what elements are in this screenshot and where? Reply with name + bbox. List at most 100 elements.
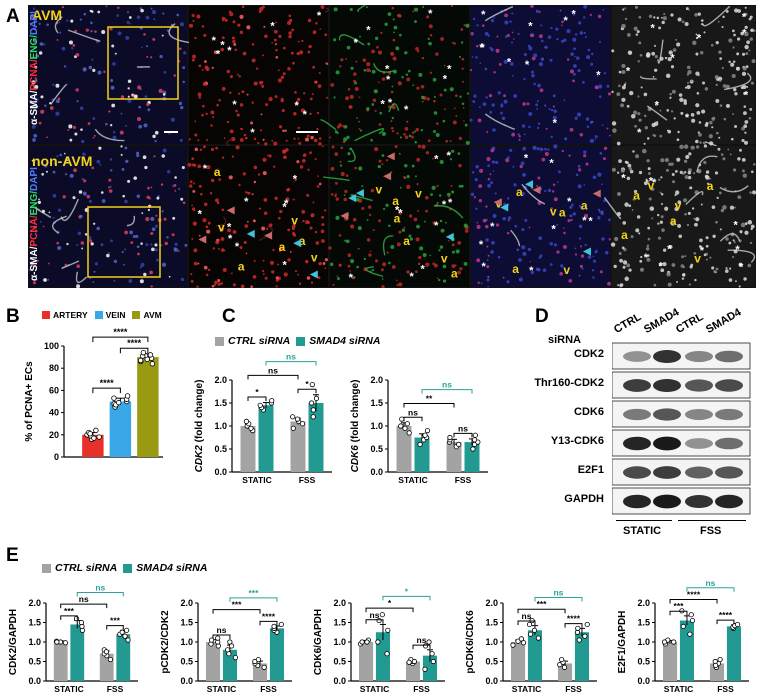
cell-nucleus (627, 50, 633, 55)
cell-nucleus (519, 164, 523, 169)
cell-nucleus (285, 197, 290, 201)
cell-nucleus (563, 245, 567, 249)
cell-nucleus (251, 43, 255, 46)
cell-nucleus (390, 245, 395, 249)
cell-nucleus (107, 186, 110, 189)
cell-nucleus (742, 173, 747, 178)
cell-nucleus (473, 196, 477, 199)
star-marker: * (447, 150, 452, 162)
cell-nucleus (282, 46, 286, 50)
cell-nucleus (340, 58, 344, 62)
bar-smad4-fss (116, 634, 131, 681)
artery-marker: a (238, 260, 245, 274)
data-point (447, 434, 453, 441)
sig-bracket (60, 615, 78, 620)
cell-nucleus (505, 158, 510, 163)
cell-nucleus (640, 255, 643, 259)
bar-smad4-fss (464, 442, 480, 472)
vessel-strand (168, 23, 190, 44)
non-avm-label: non-AVM (32, 153, 93, 169)
data-point (124, 627, 130, 633)
cell-nucleus (328, 246, 332, 250)
data-point (269, 398, 275, 404)
cell-nucleus (671, 89, 676, 94)
cell-nucleus (562, 227, 565, 230)
cell-nucleus (38, 22, 41, 25)
cell-nucleus (200, 192, 203, 196)
cell-nucleus (439, 219, 443, 223)
cell-nucleus (398, 152, 401, 155)
cell-nucleus (133, 176, 137, 180)
cell-nucleus (334, 152, 339, 156)
cell-nucleus (695, 71, 700, 76)
cell-nucleus (194, 147, 199, 152)
star-marker: * (588, 215, 593, 227)
cell-nucleus (722, 205, 727, 210)
cell-nucleus (660, 193, 664, 196)
cell-nucleus (127, 79, 132, 83)
sig-bracket (403, 416, 423, 422)
cell-nucleus (282, 129, 285, 133)
cell-nucleus (690, 113, 695, 117)
cell-nucleus (471, 33, 474, 36)
cell-nucleus (752, 163, 756, 166)
cell-nucleus (277, 69, 280, 72)
cell-nucleus (140, 8, 144, 13)
cell-nucleus (299, 165, 304, 169)
cell-nucleus (577, 164, 581, 168)
bar-smad4-fss (308, 403, 324, 472)
sig-bracket (453, 432, 473, 438)
cell-nucleus (721, 25, 724, 29)
cell-nucleus (675, 190, 680, 195)
cell-nucleus (406, 120, 409, 123)
cell-nucleus (486, 278, 490, 282)
cell-nucleus (371, 69, 376, 74)
artery-marker: a (403, 234, 410, 248)
cell-nucleus (421, 56, 425, 60)
data-point (520, 640, 527, 646)
cell-nucleus (196, 285, 199, 288)
cell-nucleus (268, 154, 272, 158)
cell-nucleus (93, 270, 96, 273)
cell-nucleus (217, 282, 221, 286)
cell-nucleus (653, 16, 656, 19)
cell-nucleus (83, 12, 87, 16)
cell-nucleus (278, 216, 281, 220)
cell-nucleus (715, 99, 720, 103)
cell-nucleus (180, 277, 185, 282)
cell-nucleus (550, 26, 553, 30)
cell-nucleus (363, 68, 367, 72)
x-group-label: STATIC (360, 684, 389, 694)
cell-nucleus (578, 237, 582, 240)
cell-nucleus (618, 84, 621, 88)
cell-nucleus (476, 224, 481, 229)
cell-nucleus (552, 115, 557, 120)
blot-bands (612, 342, 751, 515)
cell-nucleus (357, 226, 362, 231)
cell-nucleus (293, 137, 296, 140)
bar-avm (137, 357, 159, 457)
sig-label: ns (522, 611, 532, 621)
cell-nucleus (145, 15, 150, 20)
cell-nucleus (163, 217, 167, 221)
cell-nucleus (556, 223, 559, 226)
cell-nucleus (33, 39, 37, 43)
cell-nucleus (190, 279, 194, 283)
cell-nucleus (291, 227, 295, 231)
cell-nucleus (705, 175, 710, 180)
data-point (364, 639, 370, 645)
data-point (735, 621, 741, 628)
cell-nucleus (366, 219, 369, 221)
cell-nucleus (68, 40, 74, 45)
cell-nucleus (619, 283, 624, 287)
cell-nucleus (621, 246, 625, 250)
vein-marker: v (694, 252, 701, 266)
data-point (406, 430, 412, 436)
data-point (661, 639, 668, 645)
cell-nucleus (317, 276, 321, 280)
star-marker: * (235, 241, 240, 253)
star-marker: * (742, 28, 747, 40)
artery-marker: a (633, 188, 640, 202)
cell-nucleus (301, 159, 306, 163)
sig-bracket (534, 597, 583, 602)
